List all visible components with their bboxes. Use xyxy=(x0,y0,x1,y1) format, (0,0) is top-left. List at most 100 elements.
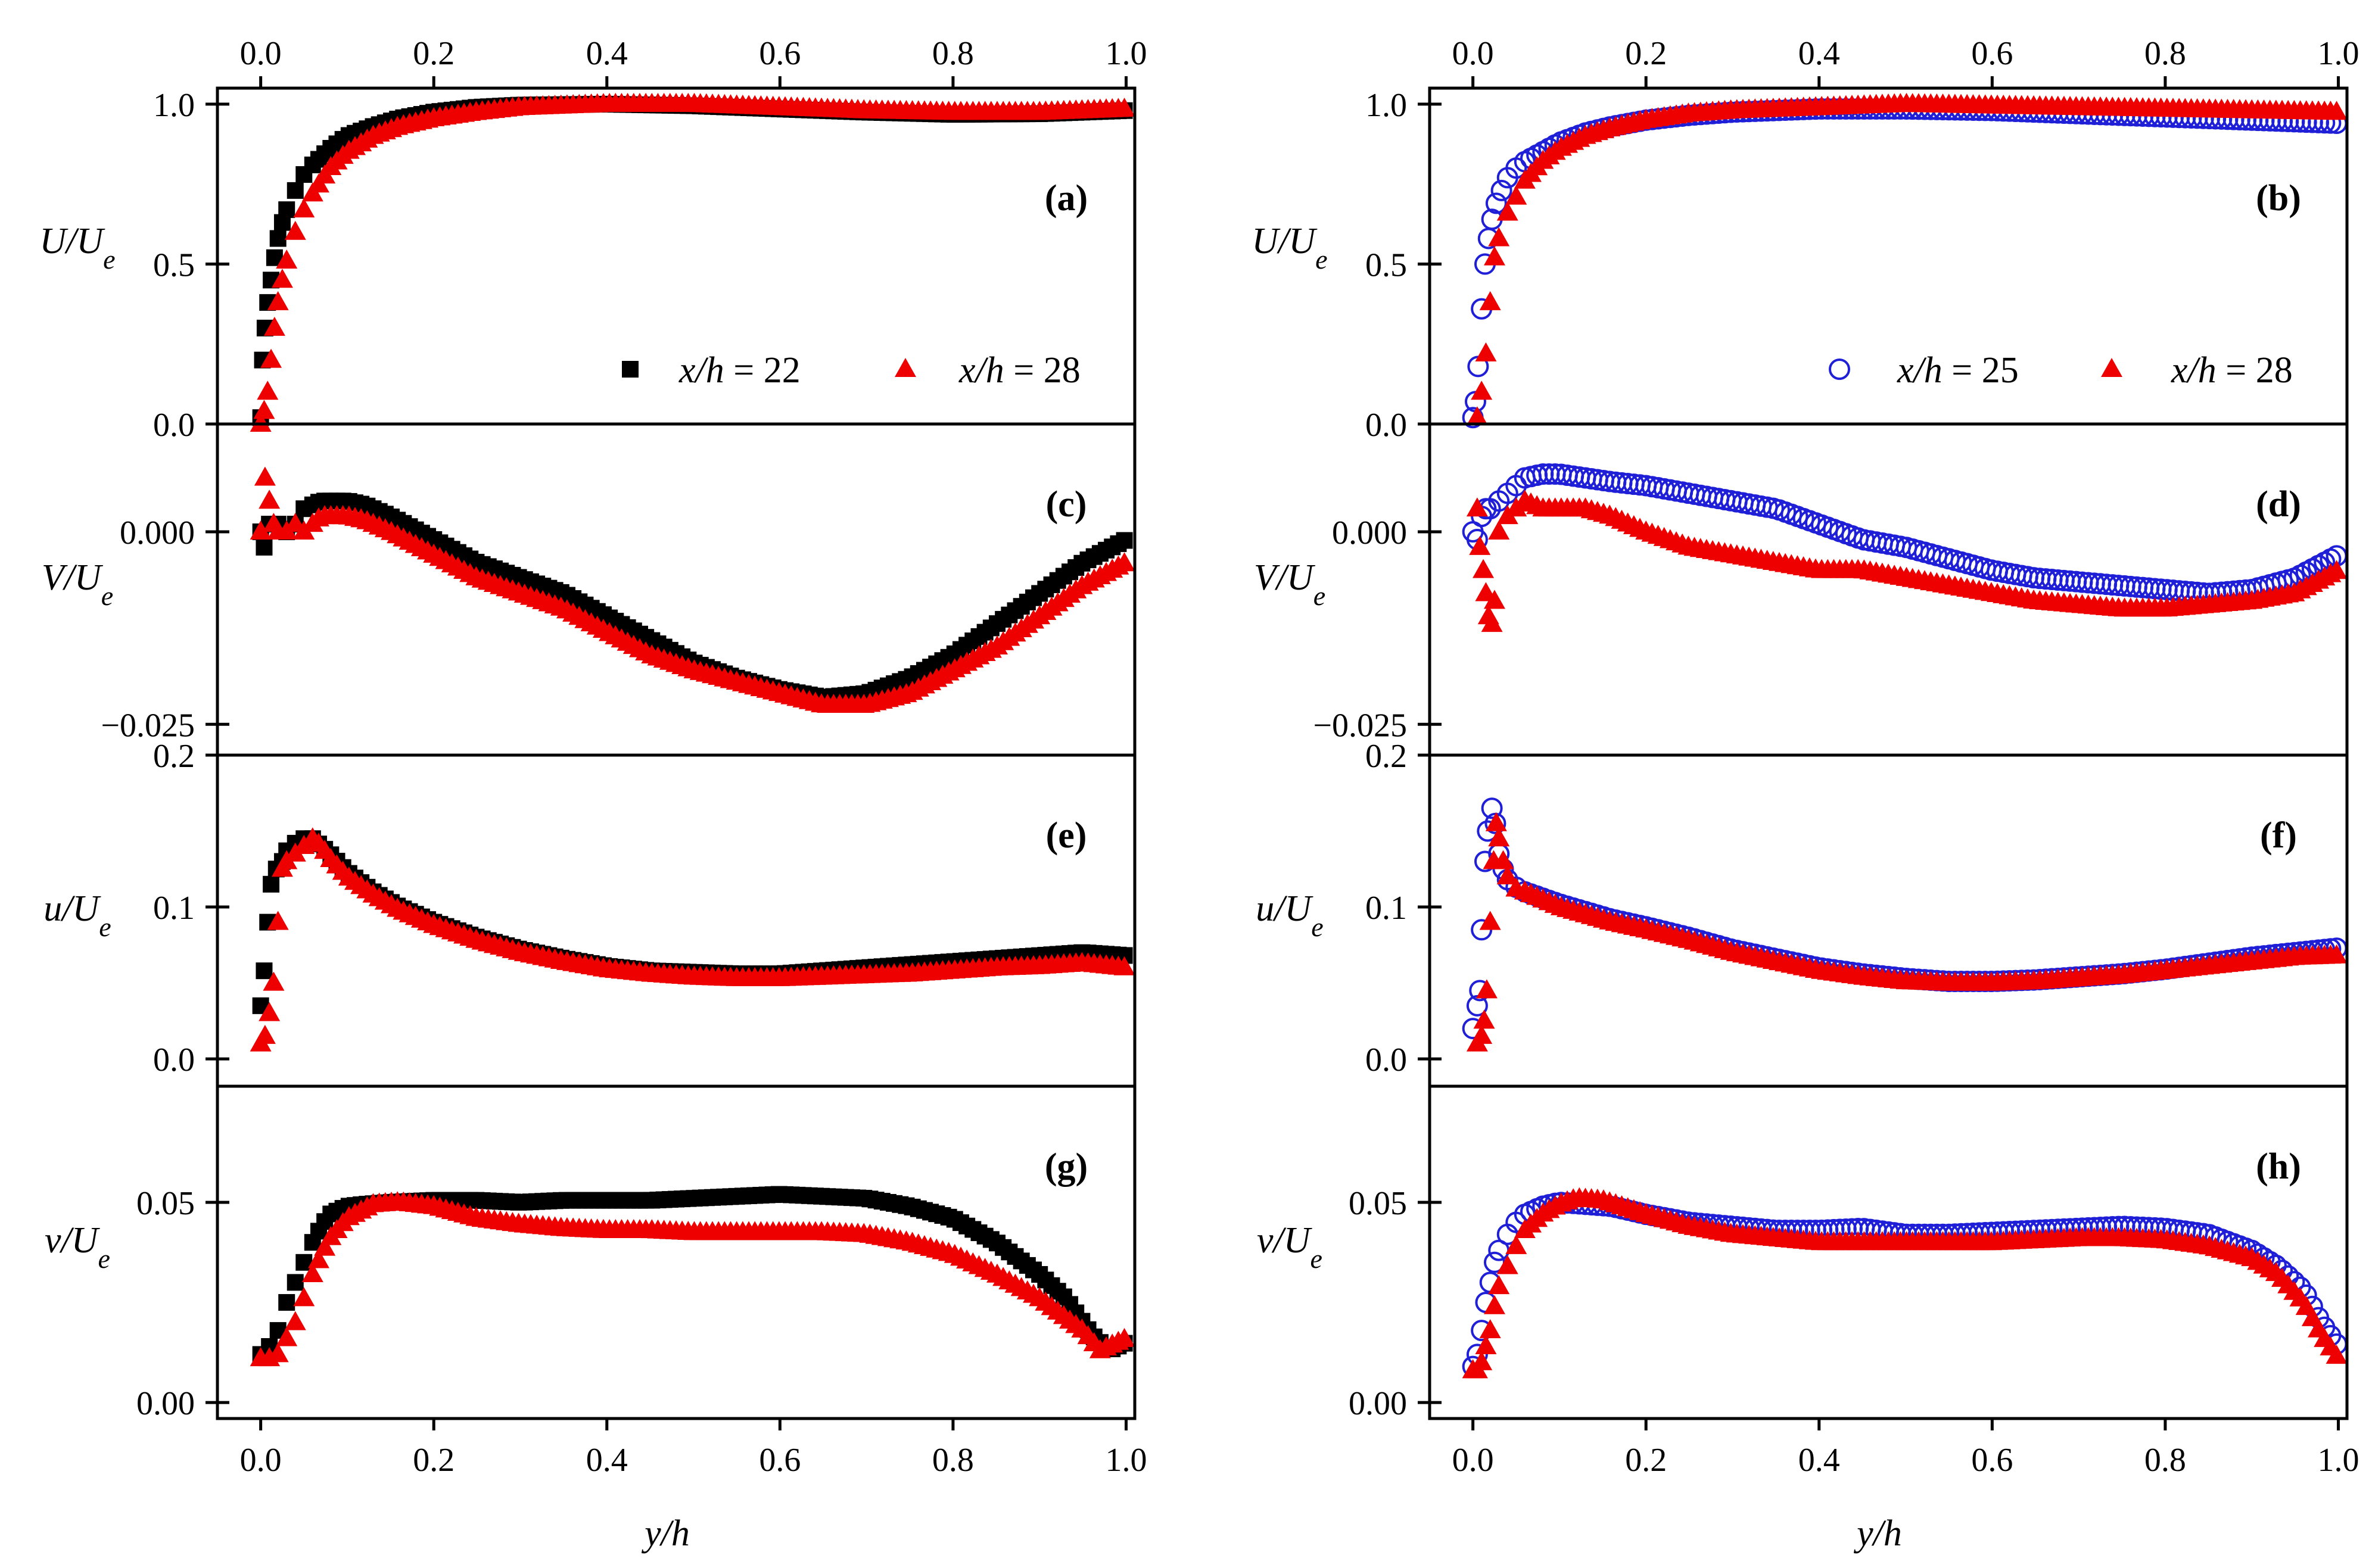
x-tick-label-bottom: 0.4 xyxy=(1798,1442,1840,1479)
data-point xyxy=(1471,1024,1493,1044)
data-point xyxy=(1113,552,1135,572)
series-a-1 xyxy=(250,92,1135,432)
x-tick-label-top: 1.0 xyxy=(1105,35,1147,72)
panel-c: (c) −0.025 0.000 xyxy=(101,422,1137,757)
data-point xyxy=(1466,497,1488,517)
series-b-1 xyxy=(1466,92,2348,426)
panel-frame xyxy=(216,1084,1137,1420)
x-tick-label-bottom: 1.0 xyxy=(1105,1442,1147,1479)
panel-e: (e) 0.0 0.1 0.2 xyxy=(153,738,1137,1088)
data-point xyxy=(1116,532,1133,549)
data-point xyxy=(257,381,279,400)
legend-label: x/h = 22 xyxy=(678,350,801,391)
data-point xyxy=(267,291,289,310)
x-axis-label: y/h xyxy=(641,1513,690,1554)
y-axis-label: u/Ue xyxy=(1256,889,1323,942)
data-point xyxy=(1475,1335,1497,1354)
data-point xyxy=(1490,179,1512,201)
y-tick-label: 0.05 xyxy=(1349,1185,1407,1222)
data-point xyxy=(1481,613,1503,632)
legend-label: x/h = 28 xyxy=(958,350,1081,391)
y-tick-label: 0.05 xyxy=(136,1185,195,1222)
x-tick-label-bottom: 0.0 xyxy=(240,1442,282,1479)
data-point xyxy=(287,1274,304,1291)
panel-h: (h) 0.00 0.05 xyxy=(1349,1084,2349,1422)
x-tick-label-top: 0.0 xyxy=(1452,35,1494,72)
y-tick-label: −0.025 xyxy=(1313,707,1407,744)
data-point xyxy=(278,201,295,219)
data-point xyxy=(293,1287,315,1307)
panel-label: (c) xyxy=(1046,484,1087,525)
data-point xyxy=(2326,101,2348,120)
x-tick-label-bottom: 0.4 xyxy=(586,1442,628,1479)
x-tick-label-top: 0.8 xyxy=(932,35,974,72)
series-g-0 xyxy=(252,1186,1133,1363)
panel-b: (b) 0.0 0.5 1.0 xyxy=(1365,86,2349,444)
data-point xyxy=(1483,1295,1505,1314)
data-point xyxy=(1496,201,1518,221)
panel-label: (e) xyxy=(1046,815,1087,856)
data-point xyxy=(1479,911,1501,930)
data-point xyxy=(1113,1327,1135,1347)
x-tick-label-top: 0.2 xyxy=(1625,35,1667,72)
y-tick-label: 0.00 xyxy=(136,1385,195,1422)
y-tick-label: 0.5 xyxy=(1365,247,1407,283)
y-tick-label: 1.0 xyxy=(153,87,195,124)
data-point xyxy=(314,1236,336,1256)
series-e-1 xyxy=(250,827,1135,1052)
legend-left: x/h = 22 x/h = 28 xyxy=(622,350,1081,391)
data-point xyxy=(259,490,281,509)
y-axis-label: U/Ue xyxy=(1252,221,1327,275)
data-point xyxy=(1473,559,1495,578)
y-axis-label: u/Ue xyxy=(43,889,111,942)
x-tick-label-top: 0.2 xyxy=(413,35,455,72)
data-point xyxy=(1488,520,1510,540)
data-point xyxy=(271,269,293,288)
y-tick-label: 0.00 xyxy=(1349,1385,1407,1422)
x-tick-label-bottom: 0.6 xyxy=(1971,1442,2013,1479)
y-axis-label: v/Ue xyxy=(45,1220,110,1274)
data-point xyxy=(2326,944,2348,964)
panel-a: (a) 0.0 0.5 1.0 xyxy=(153,86,1137,444)
panel-label: (b) xyxy=(2256,178,2301,219)
x-tick-label-top: 0.4 xyxy=(586,35,628,72)
y-tick-label: 0.0 xyxy=(153,1042,195,1078)
data-point xyxy=(263,971,285,991)
data-point xyxy=(269,230,287,247)
x-tick-label-bottom: 0.2 xyxy=(413,1442,455,1479)
data-point xyxy=(284,1311,306,1330)
data-point xyxy=(254,466,276,486)
legend-right: x/h = 25 x/h = 28 xyxy=(1829,350,2293,391)
legend-marker xyxy=(2101,358,2122,377)
data-point xyxy=(1488,1275,1510,1295)
data-point xyxy=(267,1343,289,1363)
y-axis-label: V/Ue xyxy=(1254,557,1325,611)
x-tick-label-bottom: 0.8 xyxy=(2144,1442,2186,1479)
y-tick-label: 0.2 xyxy=(153,738,195,775)
series-c-1 xyxy=(250,466,1135,713)
data-point xyxy=(1481,797,1503,819)
data-point xyxy=(2326,560,2348,579)
data-point xyxy=(256,962,273,980)
data-point xyxy=(1496,1255,1518,1274)
x-tick-label-top: 0.6 xyxy=(759,35,801,72)
data-point xyxy=(284,220,306,240)
data-point xyxy=(1505,185,1527,205)
data-point xyxy=(1496,865,1518,885)
data-point xyxy=(1488,827,1510,847)
data-point xyxy=(1488,227,1510,247)
data-point xyxy=(1113,956,1135,975)
data-point xyxy=(1483,590,1505,609)
data-point xyxy=(267,911,289,930)
data-point xyxy=(276,1327,298,1346)
x-tick-label-top: 0.0 xyxy=(240,35,282,72)
x-tick-label-top: 1.0 xyxy=(2317,35,2359,72)
data-point xyxy=(1475,342,1497,361)
data-point xyxy=(287,182,304,199)
data-point xyxy=(1113,98,1135,117)
series-e-0 xyxy=(252,830,1133,1014)
data-point xyxy=(1471,381,1493,400)
data-point xyxy=(293,198,315,218)
y-axis-label: U/Ue xyxy=(39,221,115,275)
y-tick-label: 0.0 xyxy=(153,407,195,444)
